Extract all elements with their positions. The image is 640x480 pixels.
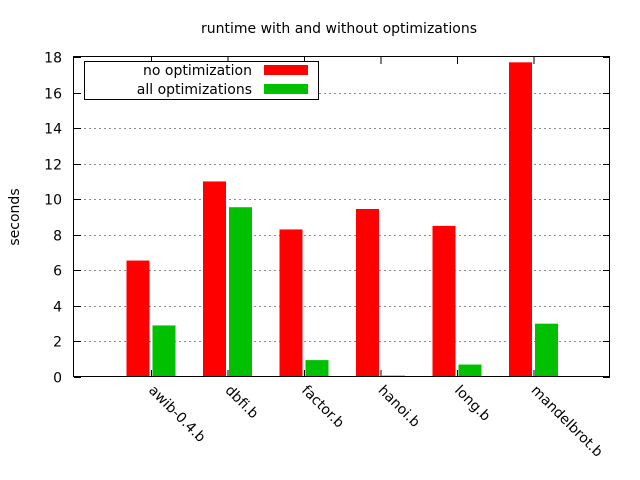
bar-no-optimization (126, 260, 150, 377)
x-tick-label: factor.b (298, 383, 347, 432)
x-tick-label: mandelbrot.b (528, 383, 606, 461)
bar-all-optimizations (229, 207, 252, 377)
y-tick-label: 12 (44, 158, 62, 174)
y-tick-label: 8 (53, 229, 62, 245)
y-tick-label: 4 (53, 300, 62, 316)
bar-no-optimization (203, 181, 226, 377)
chart-title: runtime with and without optimizations (201, 21, 477, 37)
y-tick-labels: 0 2 4 6 8 10 12 14 16 18 (44, 51, 62, 387)
x-tick-label: long.b (451, 383, 493, 425)
legend-label: all optimizations (137, 82, 252, 98)
legend-swatch (264, 84, 308, 94)
x-tick-labels: awib-0.4.b dbfi.b factor.b hanoi.b long.b man… (145, 383, 606, 461)
bar-no-optimization (432, 225, 456, 377)
bar-no-optimization (509, 62, 532, 377)
x-tick-label: dbfi.b (222, 383, 262, 423)
bar-no-optimization (356, 209, 379, 377)
plot-frame (73, 56, 610, 377)
bar-no-optimization (279, 229, 303, 377)
legend-swatch (264, 65, 308, 75)
y-tick-label: 14 (44, 122, 62, 138)
bar-all-optimizations (535, 323, 558, 377)
bars (126, 62, 558, 377)
y-tick-label: 0 (53, 371, 62, 387)
legend: no optimization all optimizations (84, 61, 319, 100)
legend-label: no optimization (143, 63, 252, 79)
y-tick-label: 16 (44, 87, 62, 103)
bar-all-optimizations (152, 325, 176, 377)
y-axis-label: seconds (7, 188, 23, 245)
bar-all-optimizations (305, 360, 329, 377)
y-tick-label: 18 (44, 51, 62, 67)
bar-all-optimizations (458, 364, 482, 377)
x-tick-label: hanoi.b (375, 383, 423, 431)
y-tick-label: 2 (53, 335, 62, 351)
x-tick-label: awib-0.4.b (145, 383, 208, 446)
y-tick-label: 10 (44, 193, 62, 209)
axis-ticks (74, 57, 610, 378)
y-tick-label: 6 (53, 264, 62, 280)
